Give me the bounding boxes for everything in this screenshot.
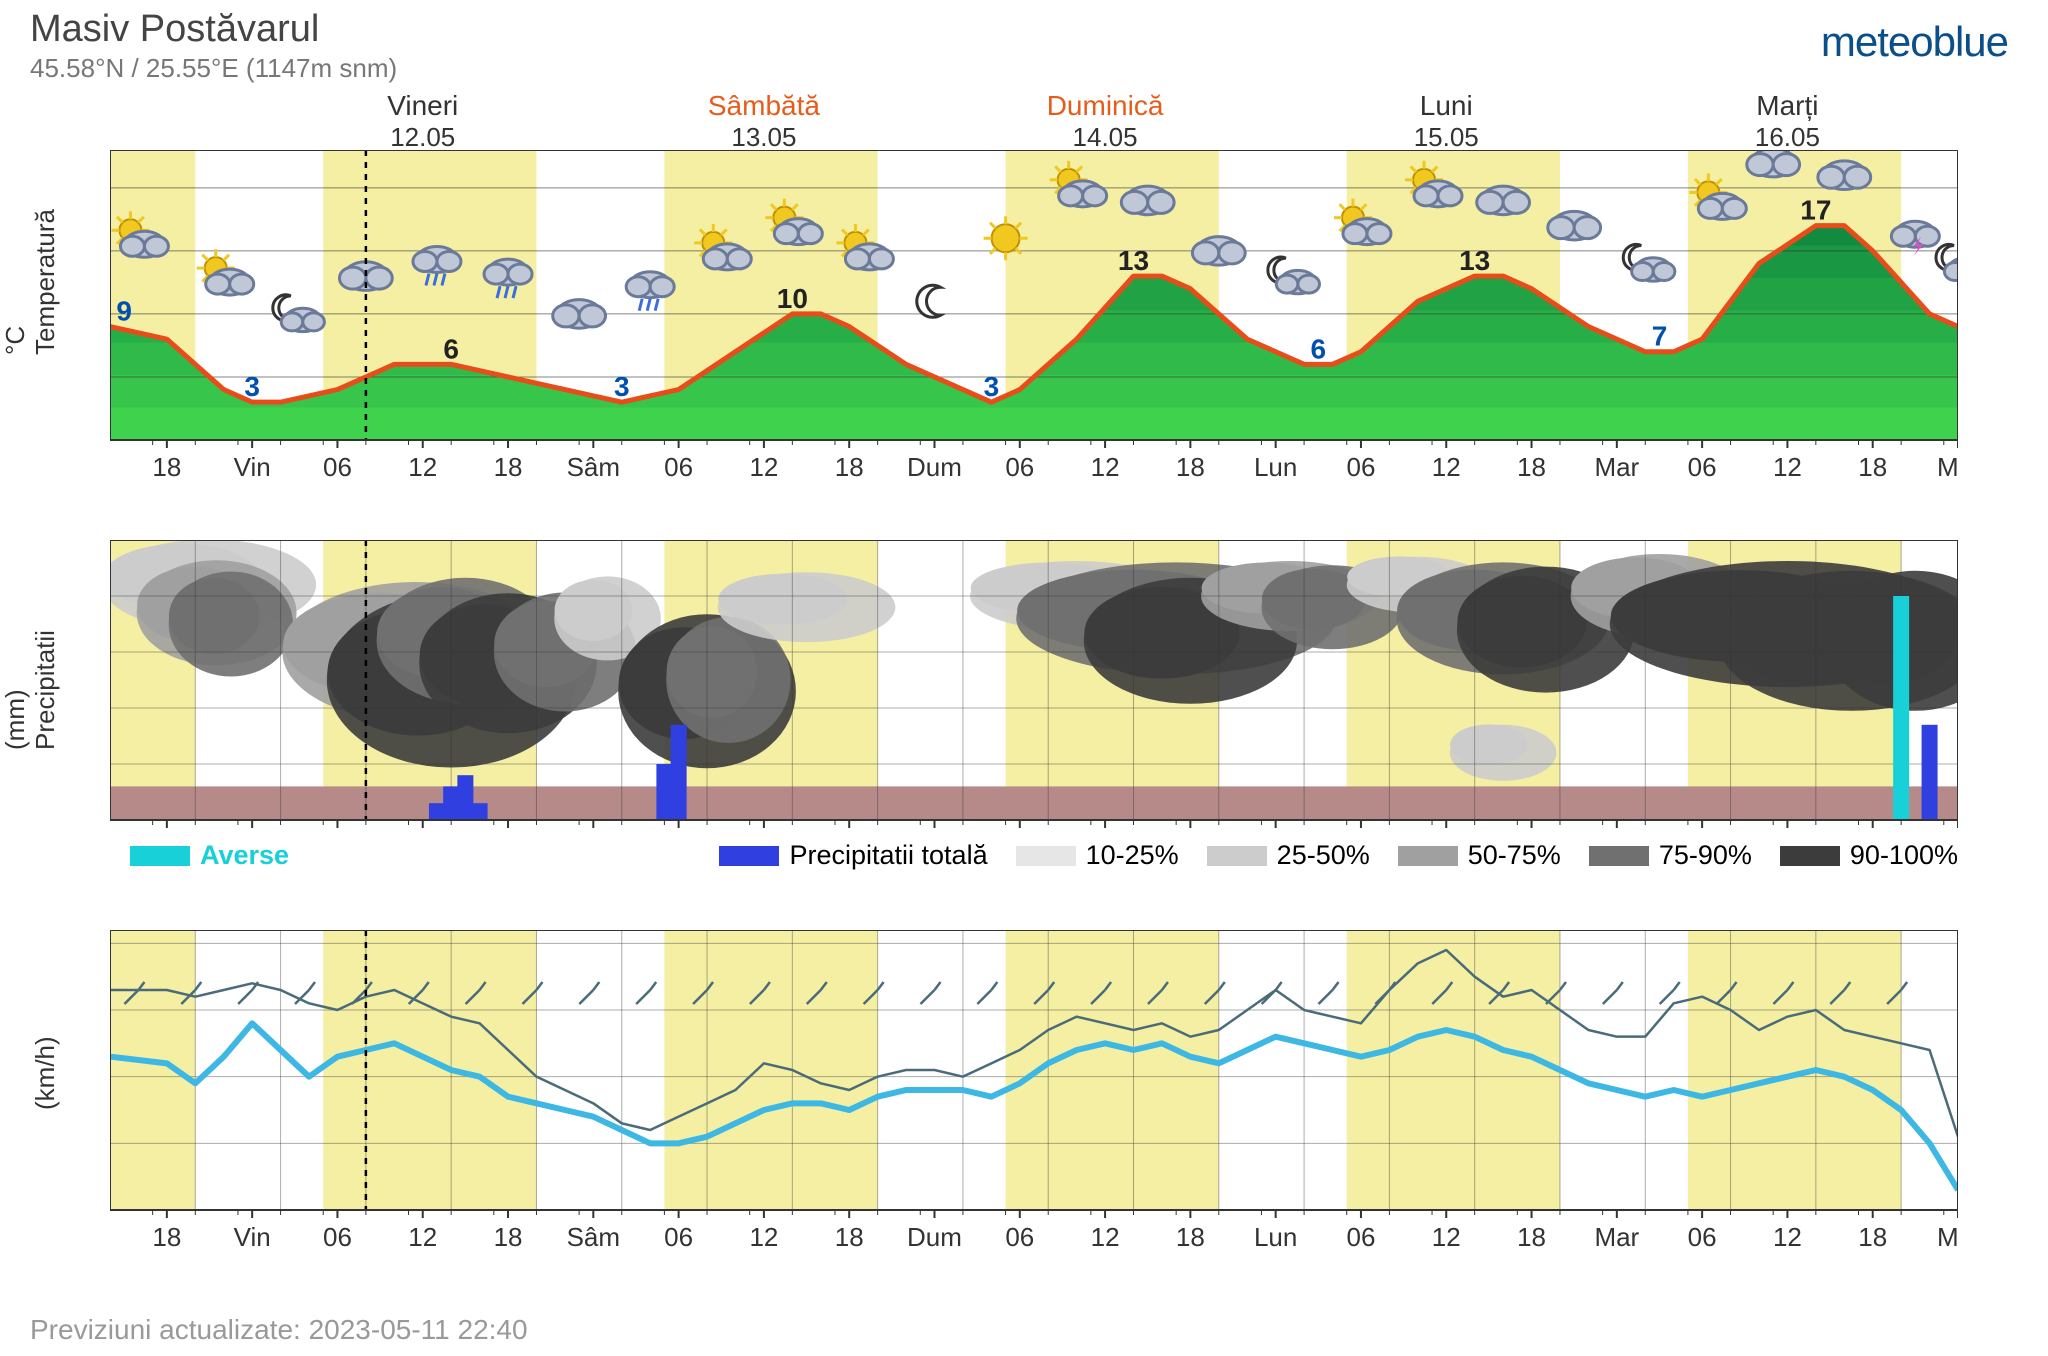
precipitation-panel: 01234501.53.56914 Precipitatii(mm)Altitu… (110, 540, 1958, 890)
svg-text:06: 06 (323, 1222, 352, 1252)
svg-text:6: 6 (443, 333, 459, 364)
svg-text:Sâm: Sâm (567, 1222, 620, 1252)
svg-text:12: 12 (1432, 452, 1461, 482)
moon-cloud-icon (1936, 244, 1958, 281)
moon-cloud-icon (273, 295, 325, 332)
header: Masiv Postăvarul 45.58°N / 25.55°E (1147… (30, 8, 397, 84)
svg-text:12: 12 (1773, 452, 1802, 482)
moon-icon (917, 285, 941, 317)
svg-text:Dum: Dum (907, 452, 962, 482)
svg-text:10: 10 (777, 283, 808, 314)
sun-cloud-icon (197, 249, 254, 295)
day-label: Duminică14.05 (1047, 90, 1164, 153)
svg-text:18: 18 (1858, 1222, 1887, 1252)
svg-text:Dum: Dum (907, 1222, 962, 1252)
precip-legend: Averse Precipitatii totală 10-25%25-50%5… (130, 840, 1958, 871)
cloud-icon (553, 300, 606, 329)
svg-text:06: 06 (1005, 1222, 1034, 1252)
svg-text:18: 18 (1858, 452, 1887, 482)
svg-text:Lun: Lun (1254, 452, 1297, 482)
svg-text:12: 12 (1773, 1222, 1802, 1252)
svg-text:06: 06 (1688, 1222, 1717, 1252)
day-label: Luni15.05 (1414, 90, 1479, 153)
svg-text:13: 13 (1459, 245, 1490, 276)
temperature-panel: 9 3 6 3 10 3 13 6 13 7 17 18 Vin 06 12 18 Sâm 06 12 18 Dum 06… (110, 150, 1958, 490)
svg-text:Mar: Mar (1594, 452, 1639, 482)
svg-text:Lun: Lun (1254, 1222, 1297, 1252)
svg-text:9: 9 (116, 296, 132, 327)
svg-text:3: 3 (244, 371, 260, 402)
svg-text:18: 18 (152, 1222, 181, 1252)
svg-text:12: 12 (1091, 452, 1120, 482)
svg-text:12: 12 (749, 452, 778, 482)
footer-updated: Previziuni actualizate: 2023-05-11 22:40 (30, 1314, 528, 1346)
svg-text:Sâm: Sâm (567, 452, 620, 482)
svg-text:06: 06 (1346, 452, 1375, 482)
svg-text:3: 3 (984, 371, 1000, 402)
svg-text:3: 3 (614, 371, 630, 402)
svg-text:18: 18 (835, 452, 864, 482)
moon-cloud-icon (1268, 257, 1320, 294)
svg-text:Vin: Vin (234, 452, 271, 482)
location-coords: 45.58°N / 25.55°E (1147m snm) (30, 53, 397, 84)
svg-text:06: 06 (664, 1222, 693, 1252)
svg-text:06: 06 (1005, 452, 1034, 482)
svg-text:12: 12 (408, 1222, 437, 1252)
svg-text:12: 12 (408, 452, 437, 482)
svg-text:06: 06 (323, 452, 352, 482)
svg-text:18: 18 (494, 452, 523, 482)
meteogram: Masiv Postăvarul 45.58°N / 25.55°E (1147… (0, 0, 2048, 1356)
svg-text:18: 18 (1517, 1222, 1546, 1252)
svg-text:7: 7 (1652, 321, 1668, 352)
day-label: Sâmbătă13.05 (708, 90, 820, 153)
svg-text:Vin: Vin (234, 1222, 271, 1252)
day-label: Vineri12.05 (387, 90, 458, 153)
svg-text:Mar: Mar (1594, 1222, 1639, 1252)
location-title: Masiv Postăvarul (30, 8, 397, 51)
brand-logo: meteoblue (1821, 18, 2008, 66)
svg-text:06: 06 (1688, 452, 1717, 482)
svg-text:18: 18 (835, 1222, 864, 1252)
cloud-icon (1747, 150, 1800, 177)
svg-text:18: 18 (152, 452, 181, 482)
svg-text:6: 6 (1311, 333, 1327, 364)
svg-text:18: 18 (1517, 452, 1546, 482)
svg-text:Mie: Mie (1937, 452, 1958, 482)
sun-icon (984, 216, 1028, 260)
svg-text:17: 17 (1800, 195, 1831, 226)
moon-cloud-icon (1623, 244, 1675, 281)
wind-panel: 18 Vin 06 12 18 Sâm 06 12 18 Dum 06 12 18 Lun 06 12 18 Ma… (110, 930, 1958, 1260)
svg-text:06: 06 (664, 452, 693, 482)
svg-text:12: 12 (1091, 1222, 1120, 1252)
svg-text:12: 12 (1432, 1222, 1461, 1252)
svg-text:18: 18 (1176, 452, 1205, 482)
svg-text:Mie: Mie (1937, 1222, 1958, 1252)
svg-text:18: 18 (1176, 1222, 1205, 1252)
svg-text:06: 06 (1346, 1222, 1375, 1252)
svg-text:18: 18 (494, 1222, 523, 1252)
svg-text:12: 12 (749, 1222, 778, 1252)
day-label: Marți16.05 (1755, 90, 1820, 153)
svg-text:13: 13 (1118, 245, 1149, 276)
